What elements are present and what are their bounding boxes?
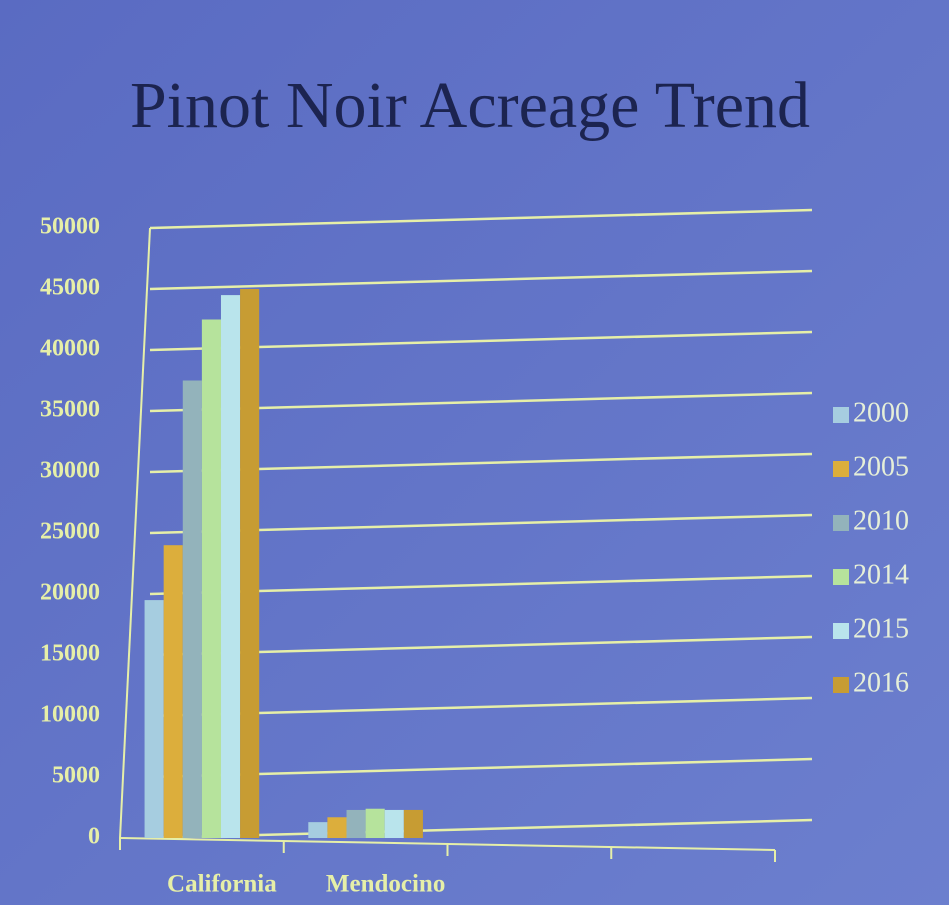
y-tick-label: 0 (88, 824, 100, 850)
legend-label: 2000 (853, 397, 909, 428)
chart: Pinot Noir Acreage Trend 0 5000 10000 15000… (0, 0, 949, 905)
bar (385, 810, 404, 838)
y-tick-label: 40000 (40, 336, 100, 362)
bar (183, 381, 202, 839)
bar (221, 295, 240, 838)
x-tick-label: California (167, 871, 277, 898)
y-tick-label: 20000 (40, 580, 100, 606)
legend-label: 2005 (853, 451, 909, 482)
bar (240, 289, 259, 838)
bar (327, 817, 346, 838)
legend-swatch (833, 461, 849, 477)
y-tick-label: 45000 (40, 275, 100, 301)
bar (404, 810, 423, 838)
page: Pinot Noir Acreage Trend 0 5000 10000 15000… (0, 0, 949, 905)
y-tick-label: 10000 (40, 702, 100, 728)
bar (308, 822, 327, 838)
legend-label: 2016 (853, 667, 909, 698)
legend-swatch (833, 407, 849, 423)
y-tick-label: 30000 (40, 458, 100, 484)
y-tick-label: 50000 (40, 214, 100, 240)
y-tick-label: 15000 (40, 641, 100, 667)
bar (366, 809, 385, 838)
legend-swatch (833, 515, 849, 531)
legend-swatch (833, 677, 849, 693)
legend-label: 2010 (853, 505, 909, 536)
legend-label: 2014 (853, 559, 909, 590)
y-tick-label: 5000 (52, 763, 100, 789)
y-tick-label: 25000 (40, 519, 100, 545)
x-tick-label: Mendocino (326, 871, 445, 898)
legend-swatch (833, 623, 849, 639)
bar (164, 545, 183, 838)
chart-title: Pinot Noir Acreage Trend (130, 69, 810, 142)
bar (347, 810, 366, 838)
bar (145, 600, 164, 838)
legend-swatch (833, 569, 849, 585)
bar (202, 320, 221, 839)
legend-label: 2015 (853, 613, 909, 644)
y-tick-label: 35000 (40, 397, 100, 423)
